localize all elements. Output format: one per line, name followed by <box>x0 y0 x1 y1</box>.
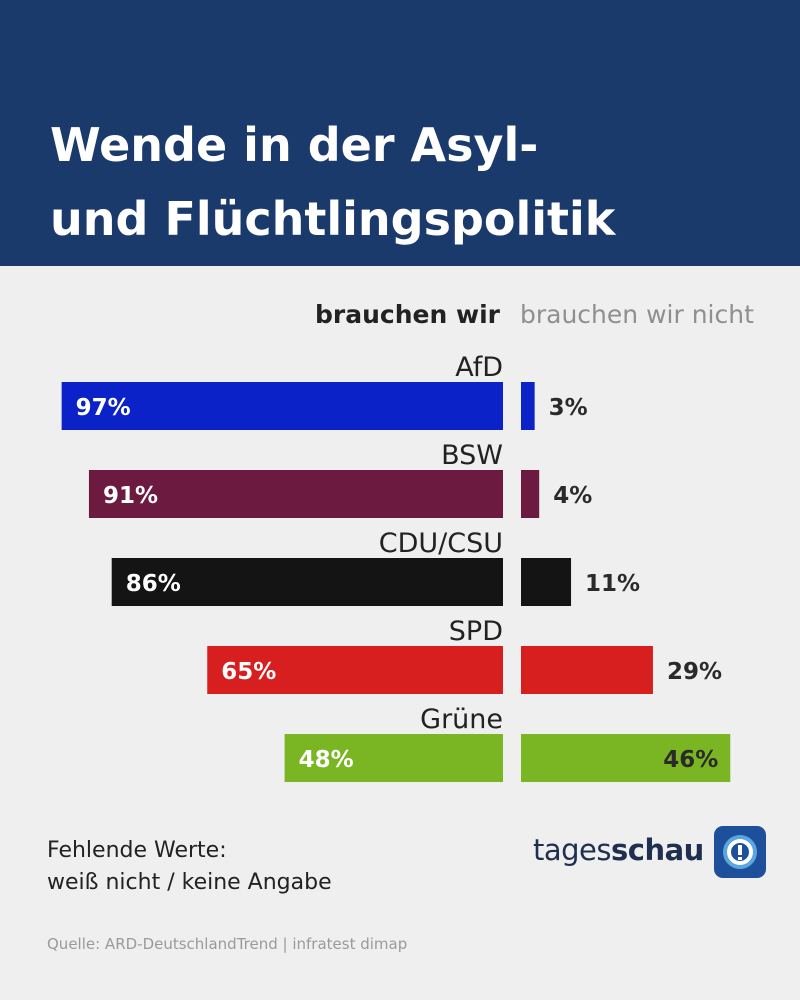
value-label-no-bsw: 4% <box>553 483 592 509</box>
source-note: Quelle: ARD-DeutschlandTrend | infratest… <box>47 935 408 953</box>
value-label-yes-afd: 97% <box>76 395 131 421</box>
bar-no-spd <box>521 646 653 694</box>
footnote-line-2: weiß nicht / keine Angabe <box>47 870 332 895</box>
brand-suffix: schau <box>611 833 704 867</box>
party-label-cdu-csu: CDU/CSU <box>379 528 503 559</box>
bar-yes-spd <box>207 646 503 694</box>
brand-prefix: tages <box>533 833 612 867</box>
bar-yes-afd <box>61 382 504 430</box>
bar-yes-bsw <box>88 470 503 518</box>
footnote: Fehlende Werte: weiß nicht / keine Angab… <box>47 835 332 899</box>
value-label-yes-cdu-csu: 86% <box>126 571 181 597</box>
party-label-bsw: BSW <box>441 440 503 471</box>
value-label-no-afd: 3% <box>549 395 588 421</box>
party-label-gr-ne: Grüne <box>420 704 503 735</box>
value-label-yes-spd: 65% <box>221 659 276 685</box>
value-label-no-cdu-csu: 11% <box>585 571 640 597</box>
bar-no-cdu-csu <box>521 558 572 606</box>
header-banner: Wende in der Asyl- und Flüchtlingspoliti… <box>0 0 800 266</box>
bar-yes-cdu-csu <box>111 558 503 606</box>
party-label-afd: AfD <box>455 352 503 383</box>
bar-no-gr-ne <box>521 734 731 782</box>
value-label-yes-gr-ne: 48% <box>299 747 354 773</box>
diverging-bar-chart: AfD 97% 3% BSW 91% 4% CDU/CSU 86% 11% SPD 65% 29% Gr… <box>61 352 731 782</box>
brand: tagesschau <box>533 826 766 878</box>
brand-wordmark: tagesschau <box>533 833 704 867</box>
bar-no-bsw <box>521 470 540 518</box>
column-label-yes: brauchen wir <box>315 300 500 329</box>
bar-no-afd <box>521 382 535 430</box>
party-label-spd: SPD <box>449 616 503 647</box>
value-label-no-gr-ne: 46% <box>663 747 718 773</box>
title-line-1: Wende in der Asyl- <box>50 118 539 172</box>
value-label-no-spd: 29% <box>667 659 722 685</box>
bar-yes-gr-ne <box>284 734 503 782</box>
footnote-line-1: Fehlende Werte: <box>47 838 227 863</box>
page-title: Wende in der Asyl- und Flüchtlingspoliti… <box>50 108 770 256</box>
column-label-no: brauchen wir nicht <box>520 300 754 329</box>
value-label-yes-bsw: 91% <box>103 483 158 509</box>
title-line-2: und Flüchtlingspolitik <box>50 192 616 246</box>
tagesschau-clock-icon <box>713 826 766 878</box>
